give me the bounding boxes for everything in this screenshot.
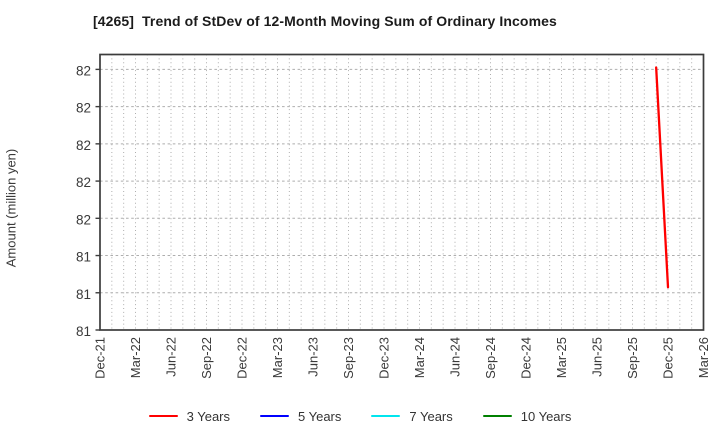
legend-item-3-years: 3 Years <box>148 408 230 424</box>
y-tick-label: 81 <box>76 250 91 265</box>
x-tick-label: Dec-23 <box>377 337 392 379</box>
y-tick-label: 81 <box>76 287 91 302</box>
legend-item-10-years: 10 Years <box>482 408 572 424</box>
legend-line-10-years-icon <box>482 414 512 418</box>
y-tick-label: 82 <box>76 138 91 153</box>
x-tick-label: Sep-23 <box>341 337 356 379</box>
x-tick-label: Mar-25 <box>554 337 569 378</box>
legend-item-7-years: 7 Years <box>371 408 453 424</box>
x-tick-label: Mar-22 <box>128 337 143 378</box>
plot-border <box>99 53 705 331</box>
x-tick-label: Dec-25 <box>661 337 676 379</box>
legend-line-7-years-icon <box>371 414 401 418</box>
y-tick-label: 82 <box>76 212 91 227</box>
x-tick-label: Sep-22 <box>199 337 214 379</box>
chart-title: [4265] Trend of StDev of 12-Month Moving… <box>93 13 557 29</box>
y-tick-label: 82 <box>76 63 91 78</box>
legend-label-3-years: 3 Years <box>186 408 230 424</box>
legend-line-5-years-icon <box>260 414 289 418</box>
x-tick-label: Jun-23 <box>306 337 321 377</box>
x-tick-label: Jun-24 <box>448 337 463 377</box>
legend-label-7-years: 7 Years <box>409 408 453 424</box>
series-line-3-years <box>655 66 670 289</box>
legend-item-5-years: 5 Years <box>260 409 341 424</box>
legend-label-10-years: 10 Years <box>520 408 572 424</box>
legend: 3 Years 5 Years 7 Years 10 Years <box>0 404 720 428</box>
x-tick-label: Mar-24 <box>412 337 427 378</box>
y-tick-label: 82 <box>76 101 91 116</box>
y-tick-label: 81 <box>76 324 91 339</box>
y-tick-label: 82 <box>76 175 91 190</box>
x-tick-label: Mar-23 <box>270 337 285 378</box>
x-tick-label: Dec-22 <box>235 337 250 379</box>
x-tick-label: Jun-25 <box>590 337 605 377</box>
legend-label-5-years: 5 Years <box>298 408 342 424</box>
x-tick-label: Dec-21 <box>93 337 108 379</box>
x-tick-label: Jun-22 <box>164 337 179 377</box>
x-tick-label: Mar-26 <box>696 337 711 378</box>
legend-line-3-years-icon <box>148 414 178 418</box>
x-tick-label: Dec-24 <box>519 337 534 379</box>
x-tick-label: Sep-24 <box>483 337 498 379</box>
x-tick-label: Sep-25 <box>625 337 640 379</box>
